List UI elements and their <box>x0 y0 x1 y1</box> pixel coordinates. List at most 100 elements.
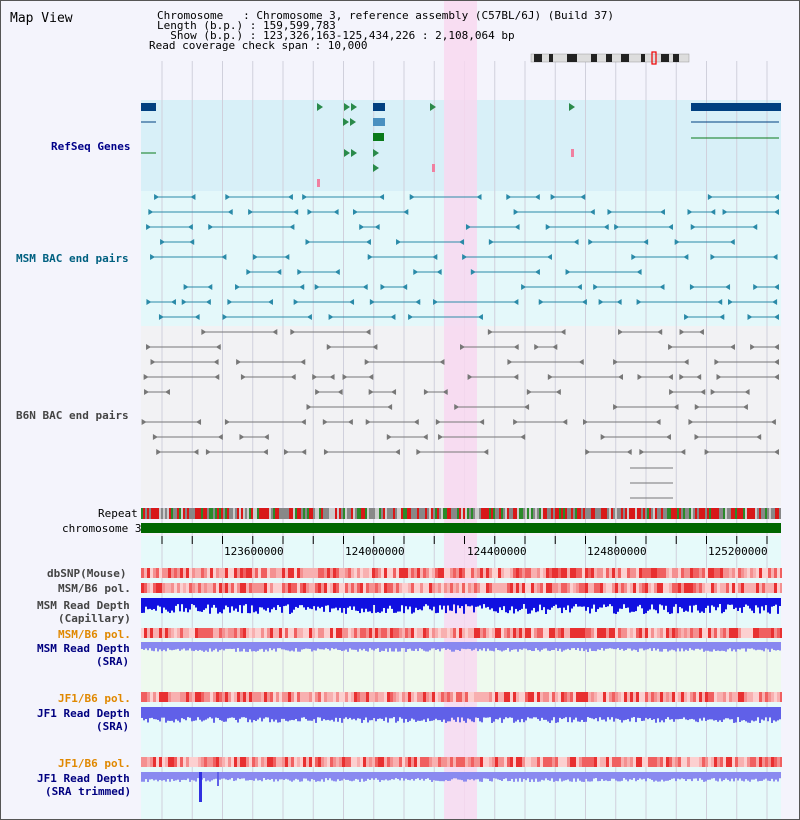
depth-bar <box>627 707 629 720</box>
heat-cell <box>612 692 615 702</box>
heat-cell <box>588 568 591 578</box>
repeat-mark <box>481 508 483 519</box>
depth-bar <box>405 598 407 607</box>
depth-bar <box>155 642 157 649</box>
track-label-repeat[interactable]: Repeat <box>98 507 138 520</box>
depth-bar <box>399 772 401 781</box>
depth-bar <box>757 707 759 718</box>
track-label-dbsnp[interactable]: dbSNP(Mouse) <box>47 567 127 580</box>
depth-bar <box>277 772 279 782</box>
repeat-mark <box>239 508 241 519</box>
heat-cell <box>243 757 246 767</box>
depth-bar <box>311 707 313 721</box>
axis-tick-label: 125200000 <box>708 545 768 558</box>
track-label-msm-b6-pol-sra[interactable]: MSM/B6 pol. <box>58 628 131 641</box>
depth-bar <box>569 707 571 718</box>
heat-cell <box>168 692 171 702</box>
bac-end <box>562 419 568 425</box>
depth-bar <box>627 598 629 608</box>
bac-end <box>272 329 278 335</box>
depth-bar <box>351 707 353 720</box>
bac-end <box>409 194 415 200</box>
bac-end <box>146 299 152 305</box>
heat-cell <box>186 757 189 767</box>
depth-bar <box>385 598 387 613</box>
track-label-msm-bac[interactable]: MSM BAC end pairs <box>16 252 129 265</box>
track-label-msm-read-depth-sra[interactable]: MSM Read Depth <box>37 642 130 655</box>
heat-cell <box>669 628 672 638</box>
depth-bar <box>199 598 201 612</box>
depth-bar <box>491 707 493 723</box>
depth-bar <box>141 598 143 613</box>
repeat-mark <box>263 508 265 519</box>
depth-bar <box>461 642 463 649</box>
heat-cell <box>255 757 258 767</box>
depth-bar <box>323 598 325 612</box>
heat-cell <box>504 757 507 767</box>
heat-cell <box>390 583 393 593</box>
track-label-b6n-bac[interactable]: B6N BAC end pairs <box>16 409 129 422</box>
track-label-jf1-b6-pol-2[interactable]: JF1/B6 pol. <box>58 757 131 770</box>
depth-bar <box>413 598 415 613</box>
gene-small <box>317 179 320 187</box>
heat-cell <box>750 692 753 702</box>
track-label-refseq[interactable]: RefSeq Genes <box>51 140 131 153</box>
heat-cell <box>465 692 468 702</box>
depth-bar <box>259 707 261 718</box>
depth-bar <box>637 598 639 607</box>
track-label-jf1-read-depth-trimmed[interactable]: JF1 Read Depth <box>37 772 130 785</box>
heat-cell <box>153 692 156 702</box>
heat-cell <box>300 568 303 578</box>
depth-bar <box>591 642 593 651</box>
heat-cell <box>306 757 309 767</box>
depth-bar <box>143 772 145 782</box>
heat-cell <box>654 757 657 767</box>
depth-bar <box>475 772 477 780</box>
bac-end <box>433 299 439 305</box>
depth-bar <box>167 772 169 780</box>
depth-bar <box>435 598 437 614</box>
depth-bar <box>673 642 675 651</box>
track-label-msm-read-depth-capillary[interactable]: MSM Read Depth <box>37 599 130 612</box>
repeat-mark <box>613 508 615 519</box>
depth-bar <box>247 707 249 723</box>
heat-cell <box>219 692 222 702</box>
heat-cell <box>297 583 300 593</box>
depth-bar <box>719 598 721 605</box>
track-label-msm-b6-pol[interactable]: MSM/B6 pol. <box>58 582 131 595</box>
heat-cell <box>483 692 486 702</box>
heat-cell <box>225 692 228 702</box>
depth-bar <box>185 707 187 721</box>
depth-bar <box>437 707 439 721</box>
heat-cell <box>609 628 612 638</box>
depth-bar <box>491 642 493 651</box>
heat-cell <box>639 583 642 593</box>
heat-cell <box>759 628 762 638</box>
track-label-jf1-b6-pol[interactable]: JF1/B6 pol. <box>58 692 131 705</box>
depth-bar <box>441 642 443 649</box>
depth-bar <box>305 642 307 649</box>
track-label-jf1-read-depth-sra[interactable]: JF1 Read Depth <box>37 707 130 720</box>
heat-cell <box>471 628 474 638</box>
bac-end <box>774 209 779 215</box>
repeat-mark <box>669 508 671 519</box>
heat-cell <box>750 757 753 767</box>
depth-bar <box>737 772 739 781</box>
heat-cell <box>228 757 231 767</box>
depth-bar <box>733 642 735 650</box>
depth-bar <box>719 707 721 721</box>
repeat-mark <box>721 508 723 519</box>
depth-bar <box>619 598 621 609</box>
repeat-mark <box>373 508 375 519</box>
depth-bar <box>511 642 513 650</box>
depth-bar <box>227 772 229 781</box>
depth-bar <box>495 598 497 612</box>
depth-bar <box>553 598 555 607</box>
depth-bar <box>285 642 287 651</box>
repeat-mark <box>617 508 619 519</box>
bac-end <box>756 434 762 440</box>
heat-cell <box>513 568 516 578</box>
heat-cell <box>597 568 600 578</box>
heat-cell <box>597 628 600 638</box>
